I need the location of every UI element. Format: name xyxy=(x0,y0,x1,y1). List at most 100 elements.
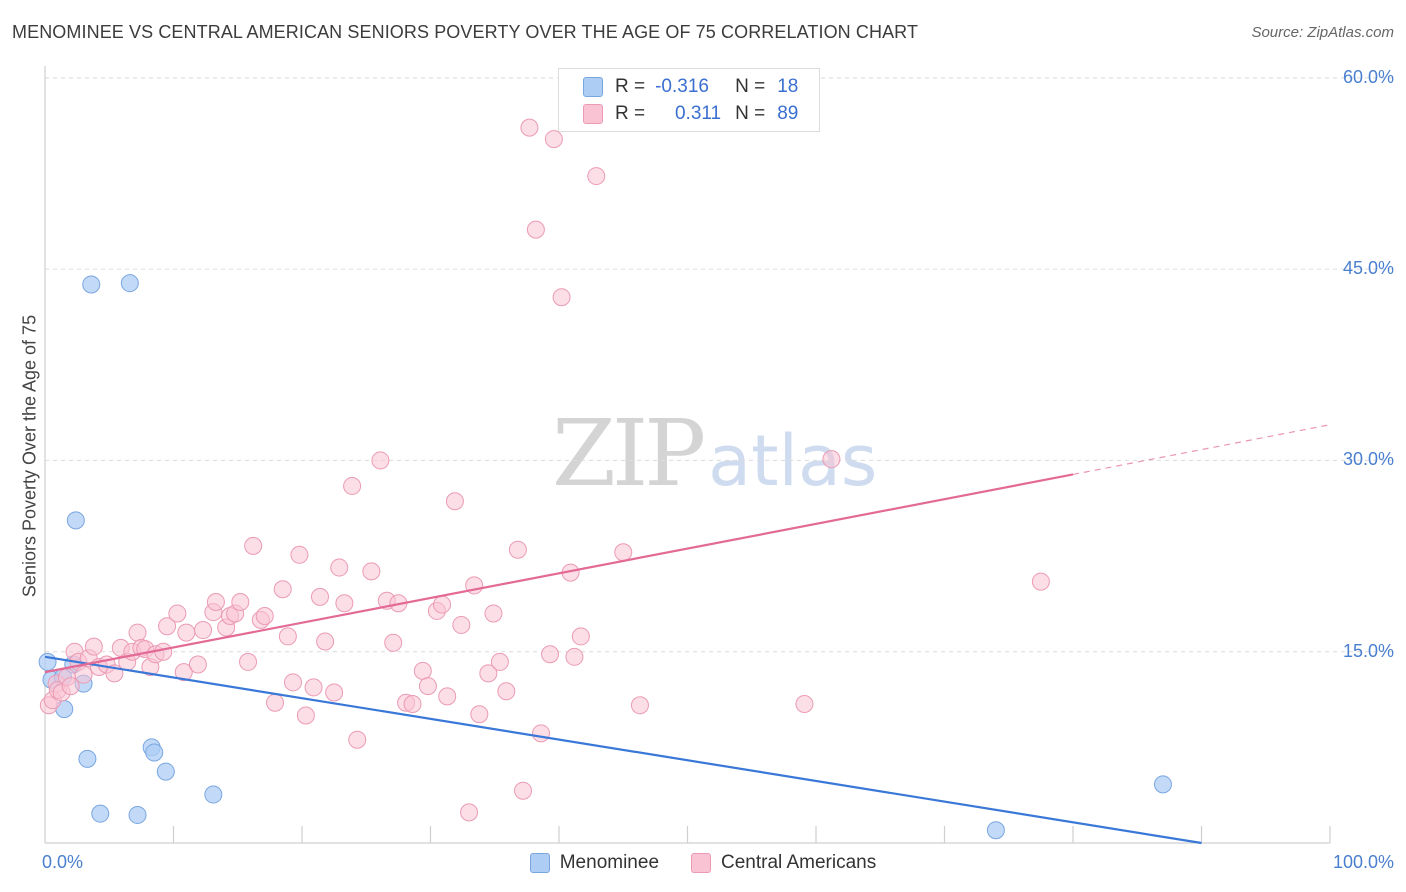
central-americans-point xyxy=(413,661,432,680)
watermark: ZIPatlas xyxy=(552,400,877,507)
central-americans-point xyxy=(497,682,516,701)
legend-n-value: 89 xyxy=(777,103,799,124)
central-americans-point xyxy=(343,476,362,495)
central-americans-point xyxy=(484,604,503,623)
central-americans-point xyxy=(61,677,80,696)
correlation-legend: R = -0.316 N = 18 R = 0.311 N = 89 xyxy=(558,68,820,132)
menominee-point xyxy=(986,821,1005,840)
source-label: Source: ZipAtlas.com xyxy=(1251,24,1394,41)
menominee-point xyxy=(91,804,110,823)
central-americans-point xyxy=(490,652,509,671)
central-americans-point xyxy=(544,130,563,149)
central-americans-point xyxy=(325,683,344,702)
central-americans-point xyxy=(541,645,560,664)
chart-title: MENOMINEE VS CENTRAL AMERICAN SENIORS PO… xyxy=(12,22,919,42)
central-americans-point xyxy=(479,664,498,683)
y-tick-label: 45.0% xyxy=(1342,258,1394,279)
central-americans-point xyxy=(571,627,590,646)
central-americans-point xyxy=(231,592,250,611)
central-americans-point xyxy=(158,617,177,636)
legend-label-menominee: Menominee xyxy=(559,852,660,873)
legend-row-central-americans: R = 0.311 N = 89 xyxy=(583,102,798,126)
series-legend: Menominee Central Americans xyxy=(0,852,1406,874)
central-americans-point xyxy=(795,695,814,714)
central-americans-point xyxy=(470,705,489,724)
central-americans-point xyxy=(239,652,258,671)
central-americans-point xyxy=(460,803,479,822)
menominee-point xyxy=(66,511,85,530)
central-americans-point xyxy=(452,615,471,634)
central-americans-point xyxy=(514,781,533,800)
central-americans-point xyxy=(330,558,349,577)
legend-n-label: N = xyxy=(735,103,766,124)
y-tick-label: 60.0% xyxy=(1342,66,1394,87)
central-americans-point xyxy=(403,695,422,714)
legend-r-value: 0.311 xyxy=(674,103,722,124)
central-americans-point xyxy=(362,562,381,581)
central-americans-point xyxy=(310,587,329,606)
legend-swatch-menominee xyxy=(529,853,550,873)
central-americans-point xyxy=(418,677,437,696)
central-americans-point xyxy=(587,167,606,186)
central-americans-point xyxy=(348,730,367,749)
y-tick-label: 15.0% xyxy=(1342,640,1394,661)
y-axis-label: Seniors Poverty Over the Age of 75 xyxy=(19,314,40,598)
legend-r-label: R = xyxy=(615,103,646,124)
central-americans-point xyxy=(445,492,464,511)
central-americans-point xyxy=(630,696,649,715)
central-americans-point xyxy=(371,451,390,470)
central-americans-point xyxy=(154,642,173,661)
central-americans-point xyxy=(206,592,225,611)
central-americans-point xyxy=(822,450,841,469)
menominee-point xyxy=(156,762,175,781)
central-americans-point xyxy=(188,655,207,674)
central-americans-point xyxy=(168,604,187,623)
central-americans-point xyxy=(520,118,539,137)
central-americans-point xyxy=(335,594,354,613)
central-americans-point xyxy=(273,580,292,599)
central-americans-point xyxy=(508,540,527,559)
legend-label-central-americans: Central Americans xyxy=(721,852,877,873)
central-americans-point xyxy=(304,678,323,697)
menominee-point xyxy=(128,805,147,824)
central-americans-point xyxy=(244,536,263,555)
central-americans-point xyxy=(255,607,274,626)
y-tick-label: 30.0% xyxy=(1342,449,1394,470)
menominee-point xyxy=(82,275,101,294)
watermark-atlas: atlas xyxy=(708,420,878,502)
central-americans-point xyxy=(174,663,193,682)
central-americans-point xyxy=(74,665,93,684)
central-americans-point xyxy=(278,627,297,646)
menominee-point xyxy=(78,749,97,768)
central-americans-trend-extension xyxy=(1072,424,1331,476)
menominee-point xyxy=(120,274,139,293)
central-americans-point xyxy=(532,724,551,743)
legend-item-central-americans[interactable]: Central Americans xyxy=(691,852,876,874)
central-americans-point xyxy=(296,706,315,725)
central-americans-point xyxy=(316,632,335,651)
central-americans-point xyxy=(384,633,403,652)
central-americans-point xyxy=(614,543,633,562)
central-americans-point xyxy=(177,623,196,642)
x-tick-label: 100.0% xyxy=(1332,852,1394,872)
central-americans-point xyxy=(266,693,285,712)
central-americans-point xyxy=(128,623,147,642)
central-americans-point xyxy=(433,595,452,614)
legend-n-label: N = xyxy=(735,76,766,97)
menominee-point xyxy=(145,743,164,762)
legend-item-menominee[interactable]: Menominee xyxy=(529,852,660,874)
central-americans-point xyxy=(438,687,457,706)
menominee-point xyxy=(38,652,57,671)
central-americans-point xyxy=(552,288,571,307)
central-americans-point xyxy=(1031,572,1050,591)
menominee-point xyxy=(204,785,223,804)
legend-swatch-central-americans xyxy=(583,104,603,124)
x-tick-label: 0.0% xyxy=(42,852,84,872)
legend-row-menominee: R = -0.316 N = 18 xyxy=(583,75,798,99)
menominee-trend-line xyxy=(44,655,1202,845)
central-americans-point xyxy=(84,637,103,656)
legend-swatch-central-americans xyxy=(691,853,712,873)
legend-r-value: -0.316 xyxy=(655,76,709,97)
central-americans-point xyxy=(565,647,584,666)
